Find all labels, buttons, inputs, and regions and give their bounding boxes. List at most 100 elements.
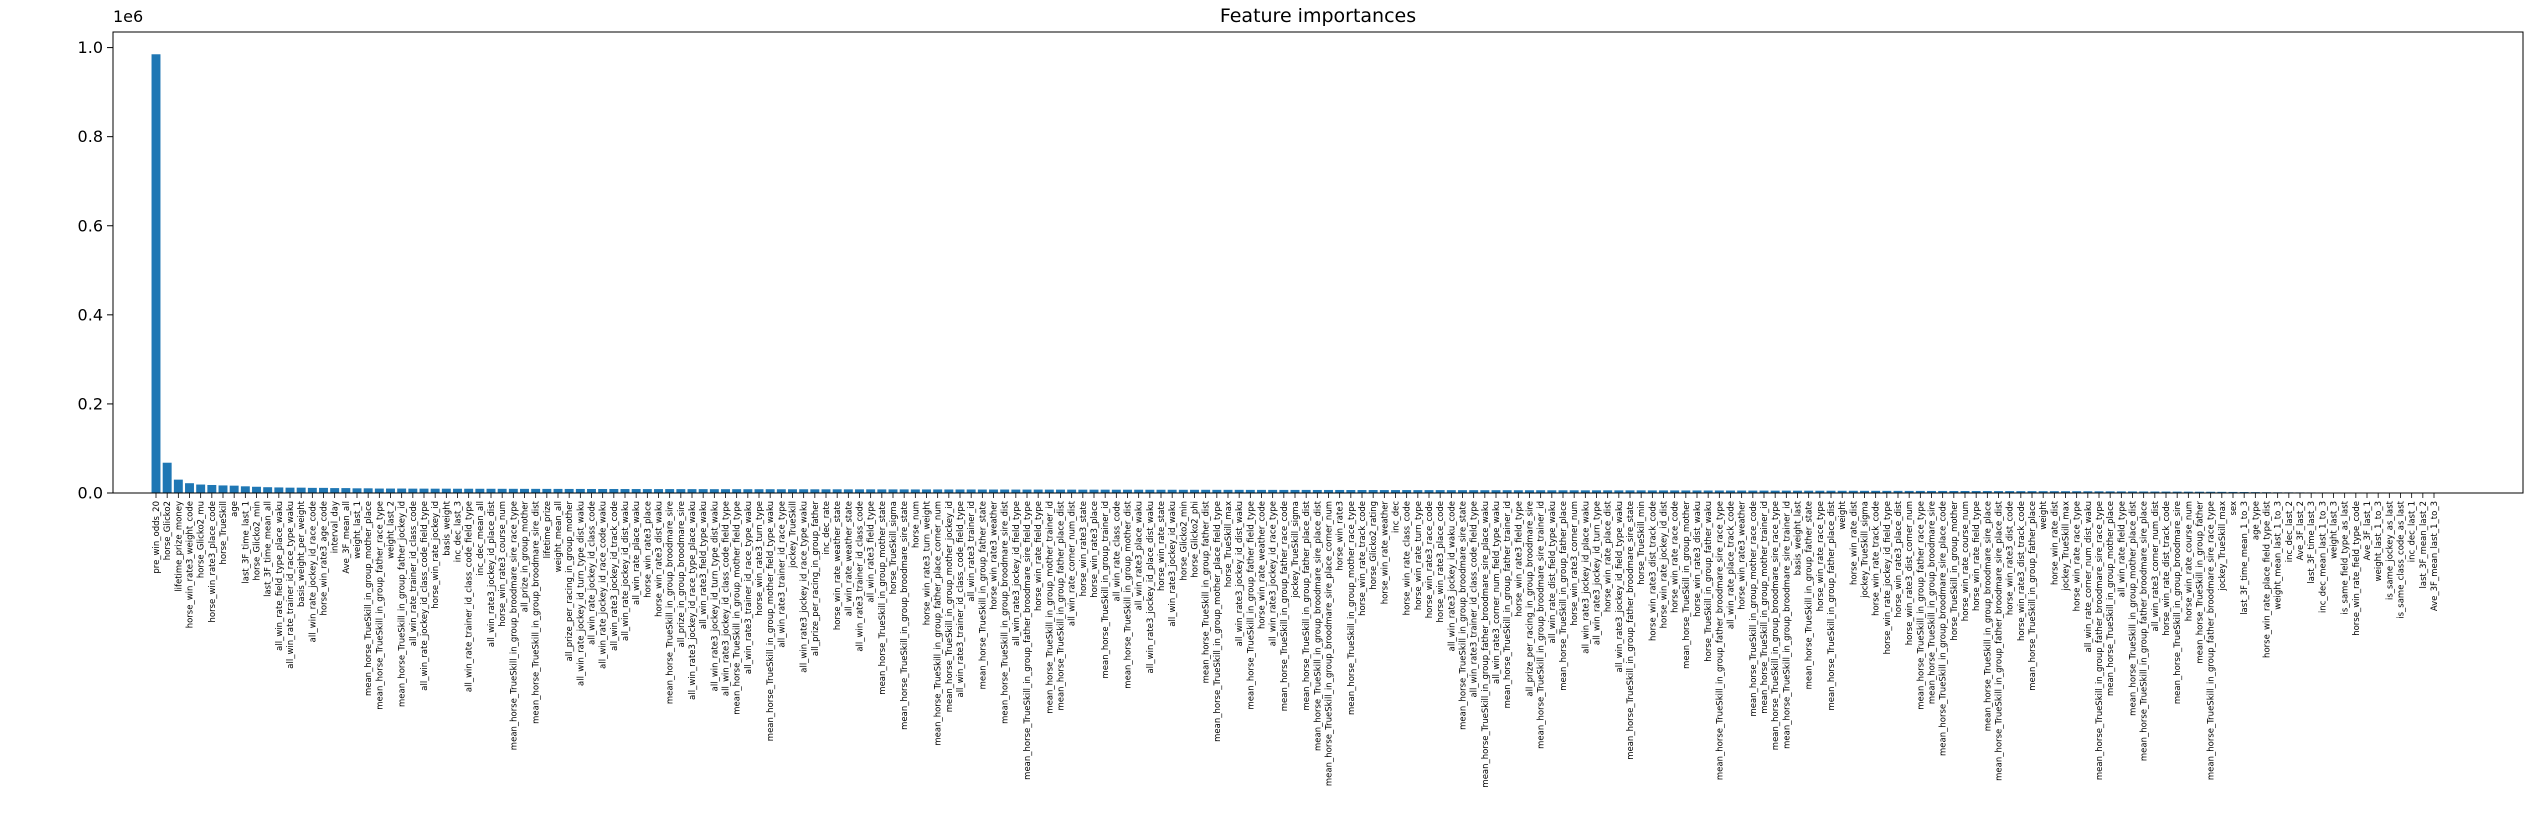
bar (2195, 491, 2204, 493)
x-tick-label: mean_horse_TrueSkill_in_group_mother_rac… (1749, 501, 1759, 717)
bar (977, 489, 987, 493)
x-tick-label: horse_win_rate_dist_track_code (2162, 501, 2172, 636)
x-tick-label: mean_horse_TrueSkill_in_group_father_tra… (1503, 501, 1513, 708)
bar (687, 489, 697, 493)
x-tick-label: all_win_rate3_jockey_id_place_waku (1581, 501, 1591, 654)
x-tick-label: mean_horse_TrueSkill_in_group_broodmare_… (1939, 501, 1949, 756)
bar (1379, 490, 1389, 493)
bar (1670, 490, 1680, 493)
x-tick-label: mean_horse_TrueSkill_in_group_mother_pla… (2106, 501, 2116, 696)
bar (2183, 491, 2193, 493)
bar (1000, 489, 1010, 493)
bar (1301, 489, 1311, 493)
bar (363, 488, 373, 493)
x-tick-label: sex (2229, 501, 2239, 516)
bar (252, 486, 261, 493)
bar (1748, 490, 1758, 493)
bar (877, 489, 887, 493)
bar (1726, 490, 1735, 493)
bar (352, 488, 362, 493)
x-tick-label: horse_win_rate_field_type_code (2352, 501, 2362, 636)
x-tick-label: mean_horse_TrueSkill_in_group_father_pla… (934, 501, 944, 746)
x-tick-label: horse_win_rate3_weather (990, 500, 1000, 609)
x-tick-label: mean_horse_TrueSkill_in_group_father_joc… (398, 501, 408, 707)
x-tick-label: all_win_rate3_trainer_id_class_code_fiel… (956, 501, 966, 698)
bar (799, 489, 809, 493)
x-tick-label: age_type (2251, 501, 2261, 540)
x-tick-label: is_same_class_code_as_last (2397, 500, 2407, 618)
x-tick-label: horse_win_rate_track_code (1872, 501, 1882, 616)
bar (564, 488, 574, 493)
x-tick-label: horse_win_rate3_corner_num (1570, 501, 1580, 626)
bar (587, 488, 596, 493)
bar (1368, 490, 1378, 493)
bar (1257, 489, 1266, 493)
bar (1078, 489, 1088, 493)
x-tick-label: horse_TrueSkill_sigma (889, 501, 899, 594)
bar (1268, 489, 1278, 493)
x-tick-label: weight (2039, 500, 2049, 529)
x-tick-label: mean_horse_TrueSkill_in_group_father (2196, 501, 2206, 664)
bar (1770, 490, 1780, 493)
x-tick-label: all_win_rate3_jockey_id_turn_type_dist_w… (710, 501, 720, 691)
y-tick-label: 0.6 (78, 216, 103, 235)
x-tick-label: horse_win_rate_dist (2050, 500, 2060, 585)
bar (2027, 491, 2037, 493)
x-tick-label: horse_win_rate_jockey_id_dist (1660, 500, 1670, 628)
x-tick-label: all_win_rate_jockey_id_dist_waku (621, 501, 631, 641)
bar (2005, 491, 2015, 493)
x-tick-label: jockey_TrueSkill (789, 501, 799, 569)
bar (843, 489, 853, 493)
x-tick-label: all_prize_in_group_broodmare_sire (677, 501, 687, 647)
x-tick-label: all_win_rate_jockey_id_race_code_waku (599, 501, 609, 669)
x-tick-label: all_win_rate_jockey_id_class_code_field_… (420, 501, 430, 691)
bar (173, 479, 183, 493)
bar (1357, 490, 1367, 493)
plot-frame (112, 31, 2524, 494)
x-tick-label: mean_horse_TrueSkill_in_group_broodmare_… (666, 501, 676, 704)
x-tick-label: all_win_rate3_corner_num_field_type_waku (1492, 501, 1502, 684)
bar (497, 488, 507, 493)
bar (1994, 491, 2003, 493)
x-tick-label: horse_win_rate3_dist_corner_num (1905, 501, 1915, 645)
x-tick-label: mean_horse_TrueSkill_in_group_father_rac… (375, 501, 385, 710)
bar (2072, 491, 2082, 493)
x-tick-label: all_win_rate3_jockey_id_turn_type (1593, 501, 1603, 645)
bar (520, 488, 529, 493)
bar (319, 487, 328, 493)
x-tick-label: all_win_rate_jockey_id_turn_type_dist_wa… (576, 501, 586, 686)
x-tick-label: mean_horse_TrueSkill_in_group_father_pla… (1302, 500, 1312, 710)
x-tick-label: pre_win_odds_20 (152, 501, 162, 574)
x-tick-label: horse_win_rate_field_type (1034, 501, 1044, 611)
x-tick-label: horse_win_rate3_turn_type (755, 501, 765, 616)
x-tick-label: mean_horse_TrueSkill_in_group_father_bro… (1481, 501, 1491, 788)
x-tick-label: mean_horse_TrueSkill_in_group_mother_tra… (1045, 501, 1055, 714)
x-tick-label: mean_horse_TrueSkill_in_group_broodmare_… (2173, 501, 2183, 704)
x-tick-label: Ave_3F_last_2 (2296, 501, 2306, 560)
x-tick-label: mean_horse_TrueSkill_in_group_father_bro… (1023, 501, 1033, 780)
bar (743, 489, 753, 493)
x-tick-label: all_prize_per_racing_in_group_broodmare_… (1526, 501, 1536, 697)
x-tick-label: mean_horse_TrueSkill_in_group_broodmare_… (532, 500, 542, 724)
x-tick-label: all_win_rate_field_type (2117, 501, 2127, 597)
bar (676, 489, 686, 493)
x-tick-label: weight_mean_all (554, 501, 564, 572)
bar (330, 488, 340, 493)
bar (1145, 489, 1155, 493)
bar (1156, 489, 1166, 493)
chart-title: Feature importances (1220, 5, 1416, 27)
bar (162, 462, 172, 493)
x-tick-label: all_win_rate_dist_field_type_waku (1548, 501, 1558, 643)
bar (1681, 490, 1691, 493)
bar (1603, 490, 1613, 493)
x-tick-label: weight_last_1_to_3 (2374, 501, 2384, 581)
x-tick-label: all_win_rate3_corner_num_dist (2151, 500, 2161, 631)
x-tick-label: mean_horse_TrueSkill_in_group_trainer_id (1101, 501, 1111, 679)
x-tick-label: weight_last_3 (2330, 501, 2340, 559)
bar (185, 483, 194, 493)
bar (1781, 490, 1791, 493)
x-tick-label: horse_win_rate3_place_dist (1894, 500, 1904, 617)
x-tick-label: mean_horse_TrueSkill_in_group_father_bro… (1626, 501, 1636, 760)
bar (151, 54, 161, 493)
x-tick-label: mean_horse_TrueSkill_in_group_father_rac… (1916, 501, 1926, 710)
